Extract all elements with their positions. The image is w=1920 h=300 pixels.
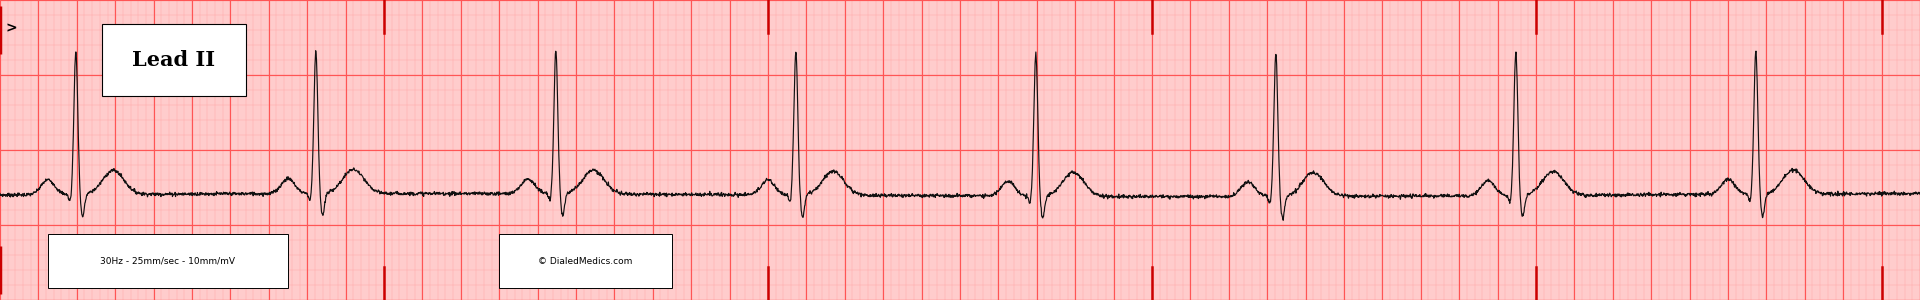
FancyBboxPatch shape [48,234,288,288]
FancyBboxPatch shape [102,24,246,96]
Text: >: > [6,21,17,35]
Text: 30Hz - 25mm/sec - 10mm/mV: 30Hz - 25mm/sec - 10mm/mV [100,256,236,266]
Text: Lead II: Lead II [132,50,215,70]
FancyBboxPatch shape [499,234,672,288]
Text: © DialedMedics.com: © DialedMedics.com [538,256,634,266]
